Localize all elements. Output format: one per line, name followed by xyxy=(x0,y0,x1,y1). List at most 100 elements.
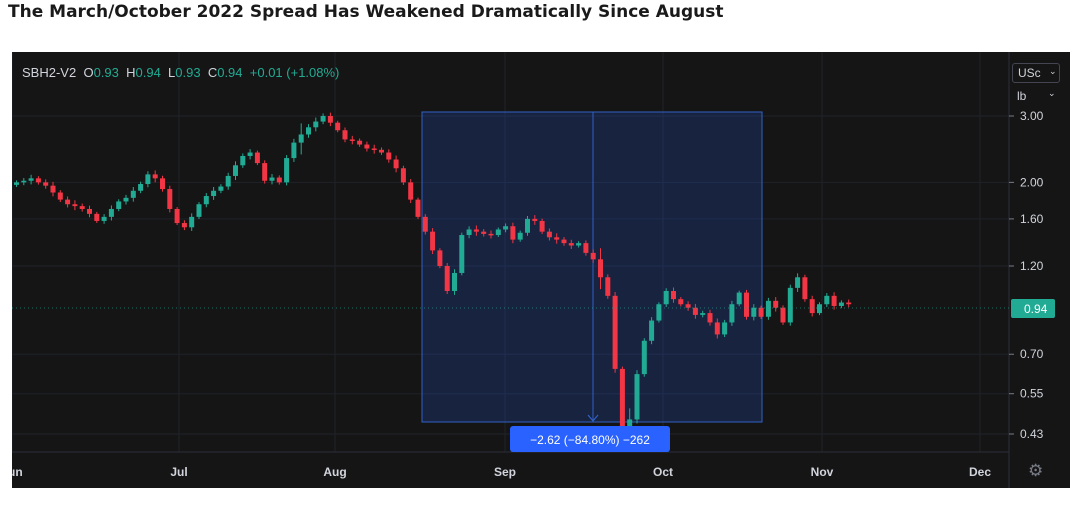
price-tick-label: 0.55 xyxy=(1020,387,1044,401)
candle xyxy=(780,307,786,323)
candlestick-chart[interactable]: 3.00 2.00 1.60 1.20 0.70 0.55 0.43 Jun Jul Aug Se… xyxy=(12,52,1070,488)
candle xyxy=(408,182,414,200)
candle xyxy=(765,300,771,317)
time-tick-label: Dec xyxy=(969,465,991,479)
chart-frame[interactable]: 3.00 2.00 1.60 1.20 0.70 0.55 0.43 Jun Jul Aug Se… xyxy=(12,52,1070,488)
candle xyxy=(218,186,224,191)
price-tick-label: 2.00 xyxy=(1020,175,1044,189)
candle xyxy=(831,295,837,306)
candle xyxy=(108,208,114,217)
candle xyxy=(28,178,34,181)
candle xyxy=(685,304,691,308)
candle xyxy=(678,299,684,305)
candle xyxy=(817,304,822,314)
candle xyxy=(94,213,100,221)
candle xyxy=(459,235,465,273)
candle xyxy=(568,243,574,246)
candle xyxy=(349,139,355,141)
ohlc-legend: SBH2-V2 O0.93 H0.94 L0.93 C0.94 +0.01 (+… xyxy=(22,65,339,80)
candle xyxy=(466,229,472,236)
candle xyxy=(371,148,377,150)
candle xyxy=(561,239,567,244)
candle xyxy=(138,184,144,191)
candle xyxy=(415,199,421,217)
candle xyxy=(590,252,596,260)
unit-select[interactable]: lb ⌄ xyxy=(1012,87,1058,104)
candle xyxy=(722,322,728,335)
candle xyxy=(430,231,436,251)
candle xyxy=(495,229,501,236)
candle xyxy=(313,121,319,128)
open-value: 0.93 xyxy=(93,65,119,80)
chevron-down-icon: ⌄ xyxy=(1048,88,1056,98)
candle xyxy=(846,302,852,305)
candle xyxy=(320,116,326,122)
candle xyxy=(838,302,844,306)
candle xyxy=(736,292,742,305)
candle xyxy=(160,178,165,190)
candle xyxy=(35,178,41,183)
gear-icon[interactable]: ⚙ xyxy=(1028,461,1044,480)
candle xyxy=(130,190,136,198)
candle xyxy=(79,206,85,209)
candle xyxy=(225,175,231,187)
candle xyxy=(714,322,720,335)
candle xyxy=(211,190,217,197)
candle xyxy=(72,204,78,207)
candle xyxy=(233,165,238,176)
candle xyxy=(400,168,406,183)
candle xyxy=(379,149,384,153)
candle xyxy=(357,140,363,145)
candle xyxy=(576,243,582,246)
candle xyxy=(87,208,92,214)
price-tick-label: 1.60 xyxy=(1020,212,1044,226)
candle xyxy=(14,182,19,185)
candle xyxy=(488,233,494,236)
candle xyxy=(189,216,195,228)
candle xyxy=(291,142,297,159)
time-axis: Jun Jul Aug Sep Oct Nov Dec xyxy=(12,465,991,479)
low-value: 0.93 xyxy=(175,65,201,80)
measure-label: −2.62 (−84.80%) −262 xyxy=(530,433,650,447)
candle xyxy=(452,272,457,292)
candle xyxy=(517,232,523,240)
price-tick-label: 1.20 xyxy=(1020,259,1044,273)
candle xyxy=(116,201,122,209)
candle xyxy=(525,218,530,233)
candle xyxy=(247,152,253,156)
candle xyxy=(57,192,63,200)
candle xyxy=(196,204,202,217)
high-value: 0.94 xyxy=(135,65,161,80)
currency-select-label: USc xyxy=(1018,66,1041,80)
currency-select[interactable]: USc ⌄ xyxy=(1012,63,1060,83)
measure-box[interactable] xyxy=(421,111,763,423)
candle xyxy=(481,231,487,234)
candle xyxy=(181,223,187,228)
candle xyxy=(627,419,633,427)
candle xyxy=(444,265,450,292)
candle xyxy=(503,226,509,230)
candle xyxy=(167,189,173,209)
candle xyxy=(298,134,304,143)
candle xyxy=(809,299,815,314)
candle xyxy=(269,177,275,181)
candle xyxy=(773,300,779,308)
price-tick-label: 3.00 xyxy=(1020,109,1044,123)
time-tick-label: Aug xyxy=(323,465,346,479)
measure-label-badge xyxy=(510,426,670,452)
candles xyxy=(14,112,852,439)
close-value: 0.94 xyxy=(217,65,243,80)
candle xyxy=(707,313,713,323)
candle xyxy=(598,259,603,278)
candle xyxy=(605,277,611,296)
candle xyxy=(671,291,676,300)
time-tick-label: Sep xyxy=(494,465,516,479)
candle xyxy=(335,122,341,131)
time-tick-label: Jul xyxy=(170,465,187,479)
price-tick-label: 0.70 xyxy=(1020,347,1044,361)
candle xyxy=(284,158,290,183)
candle xyxy=(422,216,428,232)
symbol-label: SBH2-V2 xyxy=(22,65,77,80)
candle xyxy=(751,307,757,317)
price-axis: 3.00 2.00 1.60 1.20 0.70 0.55 0.43 xyxy=(1009,109,1044,441)
